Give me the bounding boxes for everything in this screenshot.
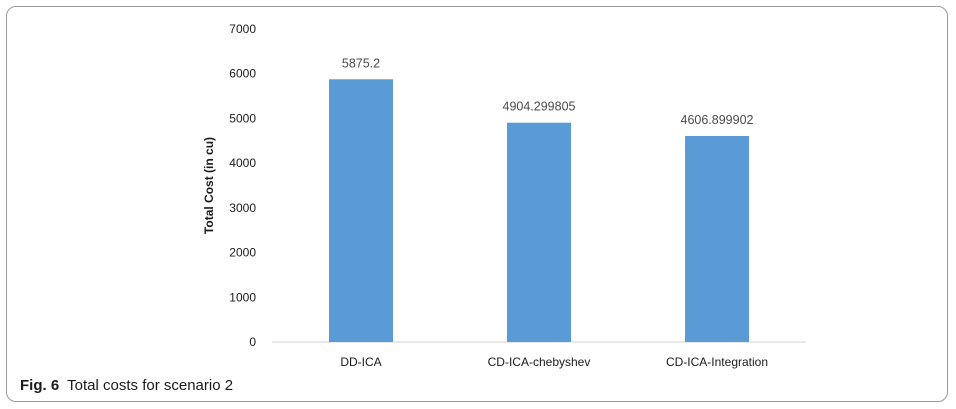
y-tick-label: 4000 [229, 156, 256, 170]
data-labels: 5875.2 4904.299805 4606.899902 [342, 56, 754, 127]
y-tick-label: 2000 [229, 246, 256, 260]
figure-number: Fig. 6 [20, 377, 60, 394]
y-axis-title: Total Cost (in cu) [202, 137, 216, 234]
bar-value-label: 4904.299805 [503, 100, 576, 114]
y-axis-title-group: Total Cost (in cu) [202, 137, 216, 234]
figure-frame [6, 6, 948, 402]
x-tick-label: CD-ICA-chebyshev [488, 355, 591, 369]
bar [507, 122, 571, 343]
y-axis-ticks: 0 1000 2000 3000 4000 5000 6000 7000 [229, 22, 256, 349]
y-tick-label: 6000 [229, 67, 256, 81]
y-tick-label: 1000 [229, 290, 256, 304]
bar [685, 136, 749, 342]
y-tick-label: 7000 [229, 22, 256, 36]
x-axis-ticks: DD-ICA CD-ICA-chebyshev CD-ICA-Integration [340, 355, 768, 369]
bar-value-label: 5875.2 [342, 56, 380, 70]
bar-value-label: 4606.899902 [681, 113, 754, 127]
x-tick-label: DD-ICA [340, 355, 381, 369]
bar [329, 79, 393, 343]
y-tick-label: 0 [249, 335, 256, 349]
figure-caption: Fig. 6 Total costs for scenario 2 [20, 377, 233, 394]
y-tick-label: 5000 [229, 111, 256, 125]
figure-caption-text: Total costs for scenario 2 [67, 377, 234, 394]
x-tick-label: CD-ICA-Integration [666, 355, 768, 369]
y-tick-label: 3000 [229, 201, 256, 215]
bars [329, 79, 749, 343]
